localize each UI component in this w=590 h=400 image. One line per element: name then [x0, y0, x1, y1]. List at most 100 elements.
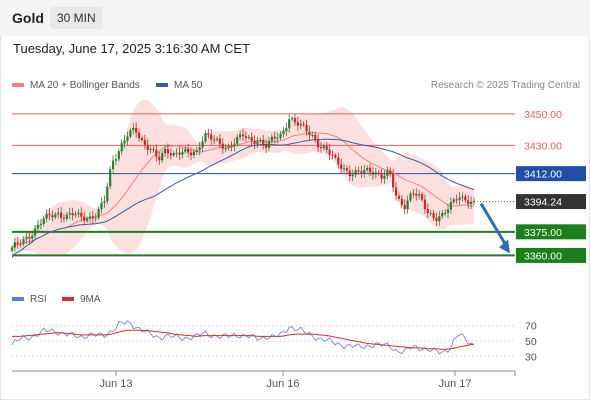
candle-body	[42, 218, 45, 224]
candle	[455, 194, 458, 205]
candle-body	[354, 170, 357, 175]
candle	[74, 211, 77, 219]
candle	[51, 210, 54, 222]
candle-body	[360, 171, 363, 174]
candle	[146, 139, 149, 155]
candle-body	[374, 172, 377, 175]
candle	[458, 191, 461, 206]
candle-body	[253, 140, 256, 145]
ma50-swatch	[156, 83, 168, 88]
candle-body	[273, 136, 276, 139]
candle	[244, 131, 247, 143]
candle-body	[114, 159, 118, 161]
candle-body	[120, 143, 123, 152]
candle-body	[111, 160, 115, 170]
candle	[383, 170, 386, 184]
level-label: 3360.00	[524, 250, 562, 262]
forecast-arrow-head	[499, 239, 510, 254]
candle	[178, 147, 181, 160]
candle-body	[345, 168, 349, 171]
candle-body	[319, 147, 323, 149]
candle	[106, 182, 109, 205]
bollinger-band	[12, 99, 474, 257]
candle	[464, 194, 467, 203]
candle	[39, 218, 42, 230]
candle	[111, 155, 115, 175]
candle-body	[155, 149, 158, 157]
candle	[377, 170, 380, 176]
candle	[224, 144, 227, 153]
rsi-ma-swatch	[62, 297, 74, 302]
candle-body	[406, 200, 409, 210]
candle	[403, 199, 406, 215]
candle	[36, 219, 40, 234]
candle-body	[461, 196, 464, 198]
candle	[290, 116, 294, 122]
candle-body	[117, 151, 120, 160]
timeframe-button[interactable]: 30 MIN	[50, 7, 103, 29]
candle-body	[351, 174, 354, 177]
candle-body	[166, 148, 170, 154]
candle	[296, 116, 299, 131]
forecast-arrow-shaft	[479, 202, 508, 247]
candle	[57, 207, 60, 219]
candle	[435, 212, 438, 226]
candle	[389, 167, 392, 177]
candle	[360, 165, 363, 179]
candle-body	[409, 193, 412, 201]
candle-body	[290, 118, 294, 120]
candle-body	[201, 141, 204, 148]
candle	[302, 121, 305, 128]
candle	[279, 131, 282, 141]
candle-body	[429, 213, 432, 215]
candle	[109, 166, 112, 190]
candle	[467, 195, 470, 209]
candle	[198, 142, 201, 156]
candle-body	[389, 170, 392, 175]
candle-body	[412, 193, 415, 195]
candle	[328, 144, 331, 160]
current-price-tag	[516, 194, 586, 210]
candle-body	[348, 170, 351, 177]
level-tag-support	[516, 224, 586, 240]
candle-body	[100, 202, 103, 209]
candle-body	[340, 164, 343, 169]
candle	[135, 122, 138, 138]
header-bar: Gold 30 MIN	[0, 0, 590, 36]
candle	[140, 135, 144, 143]
candle-body	[239, 134, 242, 137]
candle-body	[192, 151, 196, 156]
candle-body	[256, 141, 259, 145]
candle	[441, 209, 444, 219]
rsi-ma-label: 9MA	[80, 294, 101, 305]
candle-body	[210, 134, 213, 140]
candle	[412, 189, 415, 198]
candle	[161, 150, 164, 163]
candle-body	[85, 218, 89, 221]
candle	[446, 203, 450, 218]
candle-body	[259, 139, 262, 142]
candle-body	[59, 212, 63, 218]
candle-body	[363, 169, 366, 174]
candle-body	[302, 123, 305, 125]
candle-body	[83, 216, 86, 221]
ma20-swatch	[12, 83, 24, 88]
candle-body	[420, 194, 424, 200]
candle	[19, 239, 22, 248]
candle	[366, 165, 369, 173]
candle	[94, 213, 97, 223]
ma20-label: MA 20 + Bollinger Bands	[30, 80, 140, 91]
candle	[114, 153, 118, 166]
candle-body	[215, 138, 219, 140]
candle-body	[464, 196, 467, 201]
candle	[233, 138, 236, 152]
candle	[42, 216, 45, 227]
candle	[34, 225, 37, 239]
candle	[62, 213, 66, 223]
candle	[426, 203, 429, 219]
legend-ma20: MA 20 + Bollinger Bands	[12, 80, 140, 91]
level-label: 3375.00	[524, 227, 562, 239]
candle	[28, 231, 31, 244]
candle	[276, 132, 279, 144]
candle-body	[288, 119, 291, 129]
